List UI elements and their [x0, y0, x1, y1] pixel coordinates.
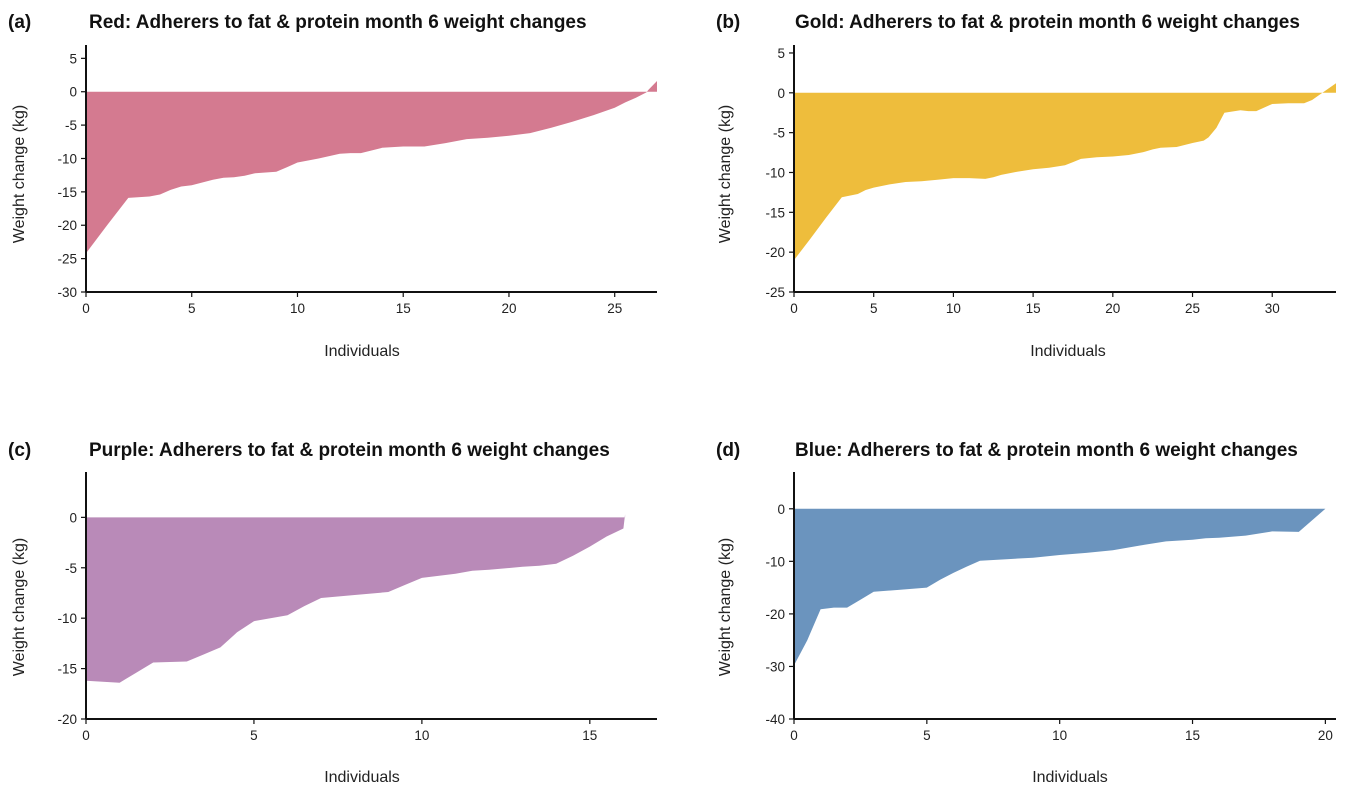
y-tick-label: 5	[69, 51, 77, 66]
panel-a: (a) Red: Adherers to fat & protein month…	[8, 12, 657, 360]
x-tick-label: 5	[250, 728, 258, 743]
x-tick-label: 20	[1318, 728, 1333, 743]
x-tick-label: 20	[1105, 301, 1120, 316]
x-tick-label: 10	[414, 728, 429, 743]
chart-title: Gold: Adherers to fat & protein month 6 …	[795, 12, 1300, 33]
plot-area: 0 -10 -20 -30 -40 0 5 10 15 20	[765, 472, 1336, 743]
x-tick-label: 15	[1185, 728, 1200, 743]
x-axis-label: Individuals	[1030, 343, 1106, 360]
y-tick-label: -25	[57, 252, 77, 267]
y-tick-label: 0	[777, 86, 785, 101]
y-tick-label: -25	[765, 285, 785, 300]
y-tick-label: 0	[69, 510, 77, 525]
y-tick-label: -20	[765, 245, 785, 260]
y-tick-label: -40	[765, 712, 785, 727]
x-tick-label: 10	[1052, 728, 1067, 743]
x-tick-label: 0	[790, 301, 798, 316]
y-tick-label: -10	[57, 151, 77, 166]
x-tick-label: 0	[790, 728, 798, 743]
plot-area: 5 0 -5 -10 -15 -20 -25 0 5 10 15 20 25 30	[765, 45, 1336, 316]
y-tick-label: -20	[765, 607, 785, 622]
y-tick-label: -5	[773, 126, 785, 141]
x-tick-label: 30	[1265, 301, 1280, 316]
panel-label: (c)	[8, 440, 31, 461]
x-tick-label: 5	[870, 301, 878, 316]
y-tick-label: -10	[765, 554, 785, 569]
weight-change-area	[794, 83, 1336, 261]
x-tick-label: 5	[188, 301, 196, 316]
panel-b: (b) Gold: Adherers to fat & protein mont…	[716, 12, 1336, 360]
x-tick-label: 10	[946, 301, 961, 316]
y-tick-label: 0	[777, 502, 785, 517]
x-tick-label: 20	[501, 301, 516, 316]
y-tick-label: -5	[65, 118, 77, 133]
plot-area: 5 0 -5 -10 -15 -20 -25 -30 0 5 10 15 20 25	[57, 45, 657, 316]
chart-title: Purple: Adherers to fat & protein month …	[89, 440, 610, 461]
x-tick-label: 25	[607, 301, 622, 316]
y-tick-label: 0	[69, 85, 77, 100]
y-tick-label: -20	[57, 218, 77, 233]
panel-label: (d)	[716, 440, 740, 461]
y-tick-label: -15	[57, 185, 77, 200]
x-tick-label: 15	[396, 301, 411, 316]
y-tick-label: 5	[777, 46, 785, 61]
x-axis-label: Individuals	[324, 769, 400, 786]
y-tick-label: -5	[65, 561, 77, 576]
x-tick-label: 25	[1185, 301, 1200, 316]
x-tick-label: 15	[582, 728, 597, 743]
chart-title: Red: Adherers to fat & protein month 6 w…	[89, 12, 587, 33]
chart-title: Blue: Adherers to fat & protein month 6 …	[795, 440, 1298, 461]
panel-c: (c) Purple: Adherers to fat & protein mo…	[8, 440, 657, 786]
panel-label: (b)	[716, 12, 740, 33]
plot-area: 0 -5 -10 -15 -20 0 5 10 15	[57, 472, 657, 743]
y-tick-label: -10	[57, 611, 77, 626]
x-tick-label: 0	[82, 301, 90, 316]
x-tick-label: 0	[82, 728, 90, 743]
y-axis-label: Weight change (kg)	[11, 105, 28, 243]
x-tick-label: 5	[923, 728, 931, 743]
y-tick-label: -30	[765, 659, 785, 674]
weight-change-area	[86, 514, 626, 683]
panel-label: (a)	[8, 12, 31, 33]
y-tick-label: -20	[57, 712, 77, 727]
weight-change-area	[794, 508, 1326, 666]
x-tick-label: 10	[290, 301, 305, 316]
y-tick-label: -30	[57, 285, 77, 300]
y-axis-label: Weight change (kg)	[717, 105, 734, 243]
weight-change-area	[86, 81, 657, 254]
y-tick-label: -15	[57, 662, 77, 677]
y-axis-label: Weight change (kg)	[717, 538, 734, 676]
x-axis-label: Individuals	[324, 343, 400, 360]
x-axis-label: Individuals	[1032, 769, 1108, 786]
panel-d: (d) Blue: Adherers to fat & protein mont…	[716, 440, 1336, 786]
y-tick-label: -10	[765, 165, 785, 180]
y-axis-label: Weight change (kg)	[11, 538, 28, 676]
y-tick-label: -15	[765, 205, 785, 220]
x-tick-label: 15	[1026, 301, 1041, 316]
